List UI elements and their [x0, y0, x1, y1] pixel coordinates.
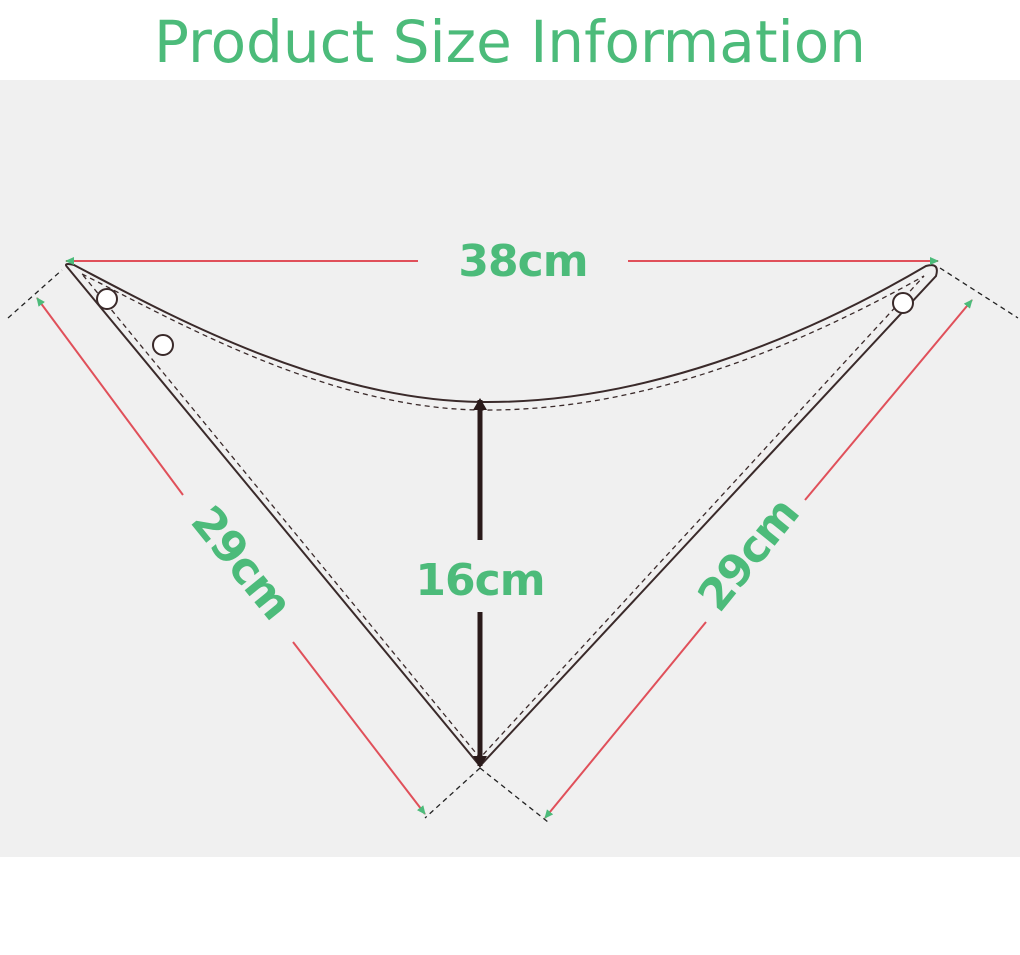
snap-button-icon [152, 334, 174, 356]
height-label: 16cm [415, 555, 544, 606]
top-width-label: 38cm [458, 236, 587, 287]
left-side-line-top [36, 297, 184, 496]
left-side-line-bottom [292, 641, 426, 815]
stitch-line [81, 273, 925, 759]
snap-button-icon [96, 288, 118, 310]
snap-button-icon [892, 292, 914, 314]
panel-background [0, 80, 1020, 857]
bib-outline [65, 263, 938, 768]
right-side-line-top [804, 299, 973, 501]
page-title: Product Size Information [154, 8, 866, 76]
right-side-line-bottom [544, 621, 707, 819]
extension-guides [7, 267, 1019, 823]
